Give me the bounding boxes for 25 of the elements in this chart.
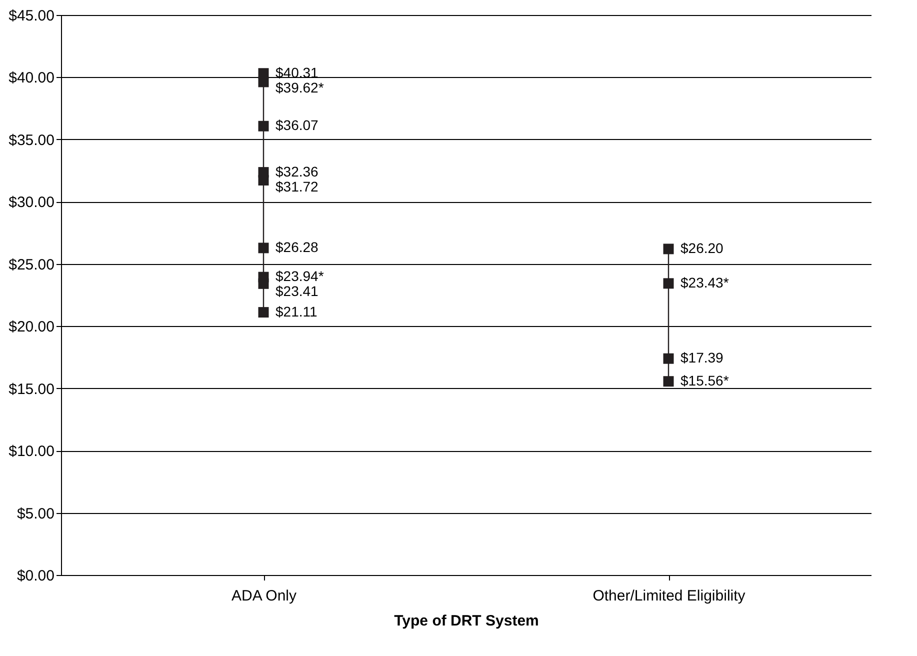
data-label: $17.39	[680, 350, 724, 366]
data-label: $26.20	[680, 240, 724, 256]
data-label: $23.43*	[680, 274, 730, 290]
data-label: $15.56*	[680, 372, 730, 388]
data-label: $39.62*	[276, 79, 324, 96]
y-tick-label: $40.00	[8, 70, 54, 87]
data-label: $23.41	[276, 283, 319, 300]
x-tick-label: ADA Only	[231, 588, 298, 604]
y-tick-label: $10.00	[8, 443, 54, 460]
data-label: $31.72	[276, 178, 319, 194]
y-tick-label: $0.00	[16, 568, 54, 584]
y-tick-label: $35.00	[8, 132, 54, 149]
data-label: $23.94*	[276, 268, 324, 284]
y-tick-label: $15.00	[8, 380, 54, 398]
y-tick-label: $30.00	[8, 194, 54, 212]
y-tick-label: $45.00	[8, 8, 54, 24]
data-label: $26.28	[276, 238, 319, 255]
data-label: $36.07	[276, 117, 319, 134]
x-tick-label: Other/Limited Eligibility	[592, 588, 746, 604]
y-tick-label: $5.00	[16, 505, 54, 522]
y-tick-label: $20.00	[8, 318, 54, 336]
y-tick-label: $25.00	[8, 256, 54, 274]
x-axis-title: Type of DRT System	[394, 612, 539, 630]
data-label: $21.11	[276, 303, 318, 320]
data-label: $32.36	[276, 163, 319, 180]
